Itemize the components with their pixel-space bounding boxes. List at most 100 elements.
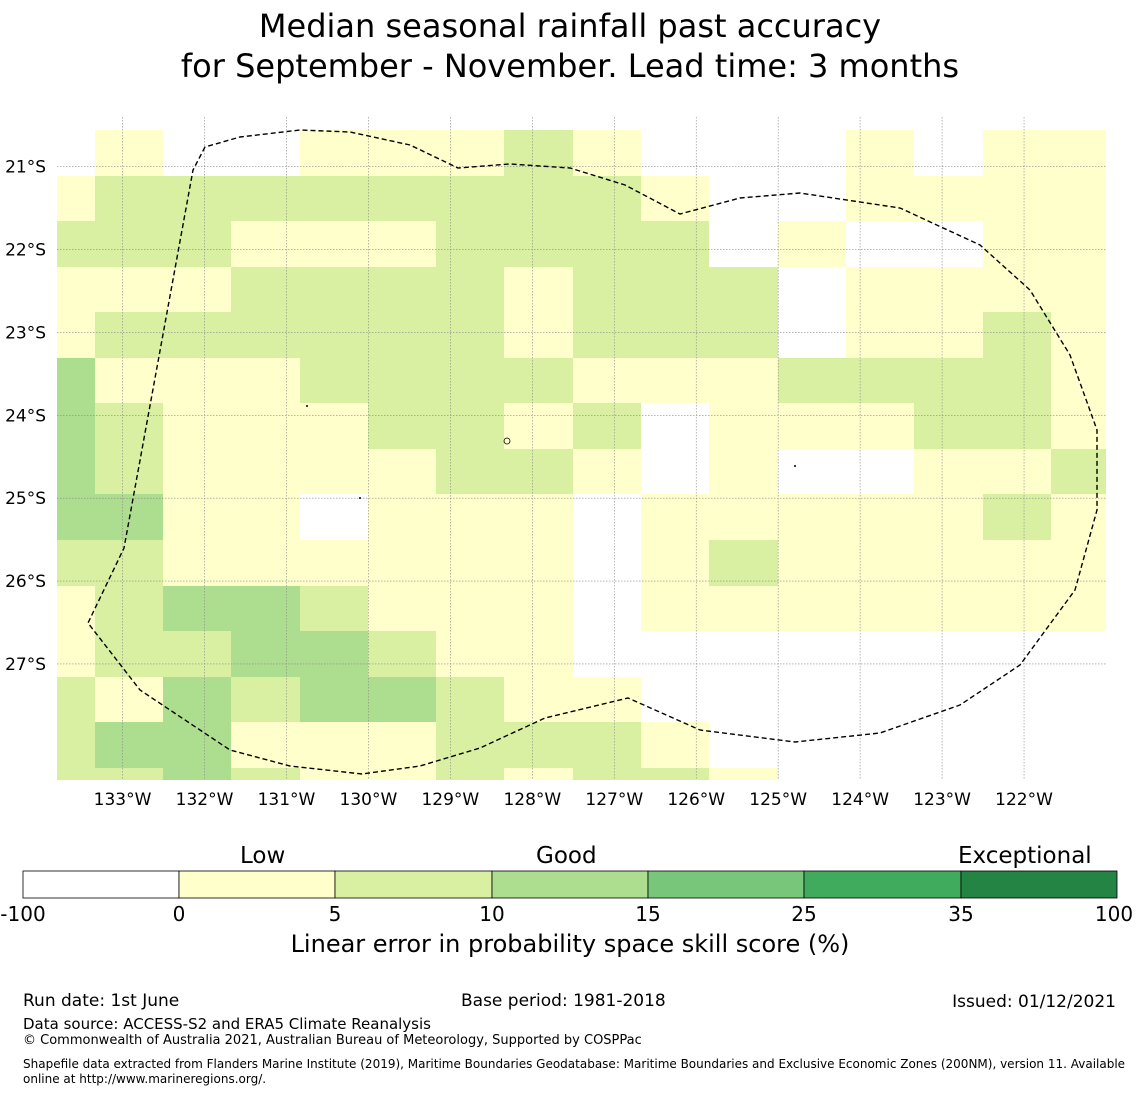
skill-cell [1051, 267, 1106, 312]
skill-cell [231, 677, 300, 722]
skill-cell [368, 768, 436, 780]
skill-map: 21°S22°S23°S24°S25°S26°S27°S 133°W 132°W 1… [5, 117, 1106, 810]
skill-cell [436, 494, 504, 540]
skill-cell [95, 267, 163, 312]
latitude-label: 26°S [5, 572, 46, 592]
skill-cell [163, 768, 231, 780]
skill-cell [709, 768, 778, 780]
skill-cell [57, 267, 95, 312]
longitude-label: 122°W [995, 790, 1053, 810]
skill-cell [914, 449, 983, 494]
skill-cell [1051, 312, 1106, 358]
skill-cell [57, 221, 95, 267]
colorbar-swatch [178, 870, 336, 899]
latitude-label: 21°S [5, 158, 46, 178]
skill-cell [231, 722, 300, 768]
longitude-label: 130°W [340, 790, 398, 810]
skill-cell [95, 358, 163, 403]
colorbar-tick: 5 [328, 902, 342, 926]
skill-cell [231, 494, 300, 540]
skill-cell [573, 130, 641, 176]
skill-cell [368, 494, 436, 540]
colorbar-tick: 0 [172, 902, 186, 926]
colorbar-swatch [22, 870, 180, 899]
skill-cell [641, 176, 709, 221]
longitude-label: 133°W [94, 790, 152, 810]
colorbar-tick: 10 [479, 902, 505, 926]
colorbar-tick: 25 [791, 902, 817, 926]
skill-cell [436, 358, 504, 403]
skill-cell [436, 176, 504, 221]
skill-cell [1051, 540, 1106, 586]
skill-cell [95, 540, 163, 586]
skill-cell [504, 768, 573, 780]
skill-cell [709, 267, 778, 312]
colorbar-swatch [491, 870, 649, 899]
skill-cell [504, 312, 573, 358]
colorbar-title: Linear error in probability space skill … [290, 930, 850, 958]
shapefile-credit-line-2: online at http://www.marineregions.org/. [23, 1072, 267, 1086]
skill-cell [778, 494, 846, 540]
skill-cell [573, 358, 641, 403]
data-source: Data source: ACCESS-S2 and ERA5 Climate … [23, 1015, 431, 1033]
skill-cell [57, 586, 95, 631]
colorbar-category-low: Low [240, 843, 286, 869]
skill-cell [95, 586, 163, 631]
base-period: Base period: 1981-2018 [461, 991, 666, 1011]
colorbar [22, 870, 1118, 899]
skill-cell [436, 221, 504, 267]
skill-cell [163, 176, 231, 221]
skill-cell [163, 221, 231, 267]
longitude-labels: 133°W 132°W 131°W 130°W 129°W 128°W 127°W 126°W… [94, 790, 1053, 810]
skill-cell [914, 403, 983, 449]
skill-cell [983, 358, 1051, 403]
skill-cell [300, 130, 368, 176]
skill-cell [231, 403, 300, 449]
skill-cell [504, 176, 573, 221]
skill-cell [95, 449, 163, 494]
skill-cell [163, 358, 231, 403]
skill-cell [163, 312, 231, 358]
skill-cell [709, 494, 778, 540]
skill-cell [57, 358, 95, 403]
chart-title-line-1: Median seasonal rainfall past accuracy [258, 7, 882, 45]
skill-cell [57, 768, 95, 780]
skill-cell [231, 176, 300, 221]
skill-cell [641, 586, 709, 631]
skill-cell [641, 221, 709, 267]
skill-cell [300, 768, 368, 780]
skill-cell [300, 358, 368, 403]
skill-cell [368, 631, 436, 677]
skill-cell [436, 631, 504, 677]
skill-cell [641, 540, 709, 586]
latitude-label: 25°S [5, 489, 46, 509]
skill-cell [368, 221, 436, 267]
longitude-label: 126°W [667, 790, 725, 810]
skill-cell [504, 358, 573, 403]
skill-cell [436, 586, 504, 631]
skill-cell [368, 449, 436, 494]
skill-cell [914, 176, 983, 221]
skill-cell [300, 449, 368, 494]
skill-cell [846, 540, 914, 586]
skill-cell [300, 176, 368, 221]
skill-cell [504, 586, 573, 631]
skill-cell [1051, 449, 1106, 494]
skill-cell [231, 586, 300, 631]
skill-cell [57, 449, 95, 494]
skill-cell [57, 176, 95, 221]
skill-cell [95, 312, 163, 358]
skill-cell [983, 267, 1051, 312]
skill-cell [1051, 221, 1106, 267]
skill-cell [163, 677, 231, 722]
colorbar-tick: 100 [1094, 902, 1134, 926]
skill-cell [95, 130, 163, 176]
skill-cell [846, 494, 914, 540]
skill-cell [57, 722, 95, 768]
skill-cell [983, 312, 1051, 358]
colorbar-tick: 15 [635, 902, 661, 926]
latitude-label: 24°S [5, 406, 46, 426]
skill-cell [709, 403, 778, 449]
shapefile-credit-line-1: Shapefile data extracted from Flanders M… [23, 1057, 1126, 1071]
skill-cell [573, 403, 641, 449]
